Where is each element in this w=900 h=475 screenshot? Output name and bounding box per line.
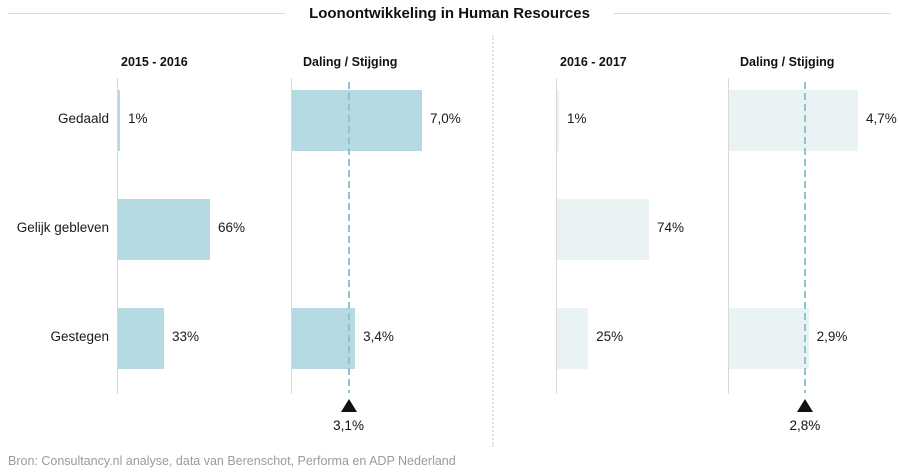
column-header-2: 2016 - 2017 [560, 55, 627, 69]
axis-line-3 [728, 78, 729, 394]
bar-gedaald-panel-1 [292, 89, 422, 151]
bar-gestegen-panel-2 [557, 307, 589, 369]
row-label-gestegen: Gestegen [50, 329, 109, 344]
value-label-panel-2-row-1: 74% [657, 220, 685, 235]
source-note: Bron: Consultancy.nl analyse, data van B… [8, 454, 456, 468]
axis-line-0 [117, 78, 118, 394]
title-rule-left [8, 12, 286, 14]
average-label-panel-1: 3,1% [333, 418, 364, 433]
value-label-panel-3-row-2: 2,9% [816, 329, 848, 344]
average-line-panel-1 [347, 82, 350, 393]
title-row: Loonontwikkeling in Human Resources [0, 1, 900, 25]
value-label-panel-3-row-0: 4,7% [866, 111, 897, 126]
section-divider [492, 35, 494, 447]
average-line-panel-3 [803, 82, 806, 393]
axis-line-1 [291, 78, 292, 394]
value-label-panel-2-row-0: 1% [567, 111, 587, 126]
bar-gedaald-panel-0 [118, 89, 120, 151]
value-label-panel-0-row-1: 66% [218, 220, 246, 235]
row-label-gelijk-gebleven: Gelijk gebleven [16, 220, 109, 235]
column-header-0: 2015 - 2016 [121, 55, 188, 69]
title-rule-right [613, 12, 891, 14]
value-label-panel-2-row-2: 25% [596, 329, 624, 344]
value-label-panel-1-row-0: 7,0% [430, 111, 461, 126]
row-label-gedaald: Gedaald [57, 111, 109, 126]
bar-gestegen-panel-3 [729, 307, 809, 369]
bar-gestegen-panel-1 [292, 307, 356, 369]
axis-line-2 [556, 78, 557, 394]
bar-gelijk-gebleven-panel-0 [118, 198, 210, 260]
average-marker-icon-panel-1 [340, 399, 357, 412]
column-header-3: Daling / Stijging [740, 55, 835, 69]
value-label-panel-1-row-2: 3,4% [363, 329, 394, 344]
column-header-1: Daling / Stijging [303, 55, 398, 69]
value-label-panel-0-row-0: 1% [128, 111, 148, 126]
bar-gestegen-panel-0 [118, 307, 164, 369]
average-label-panel-3: 2,8% [789, 418, 821, 433]
average-marker-icon-panel-3 [796, 399, 813, 412]
bar-gelijk-gebleven-panel-2 [557, 198, 649, 260]
bar-gedaald-panel-2 [557, 89, 559, 151]
value-label-panel-0-row-2: 33% [172, 329, 200, 344]
bar-gedaald-panel-3 [729, 89, 858, 151]
chart-title: Loonontwikkeling in Human Resources [309, 4, 590, 22]
